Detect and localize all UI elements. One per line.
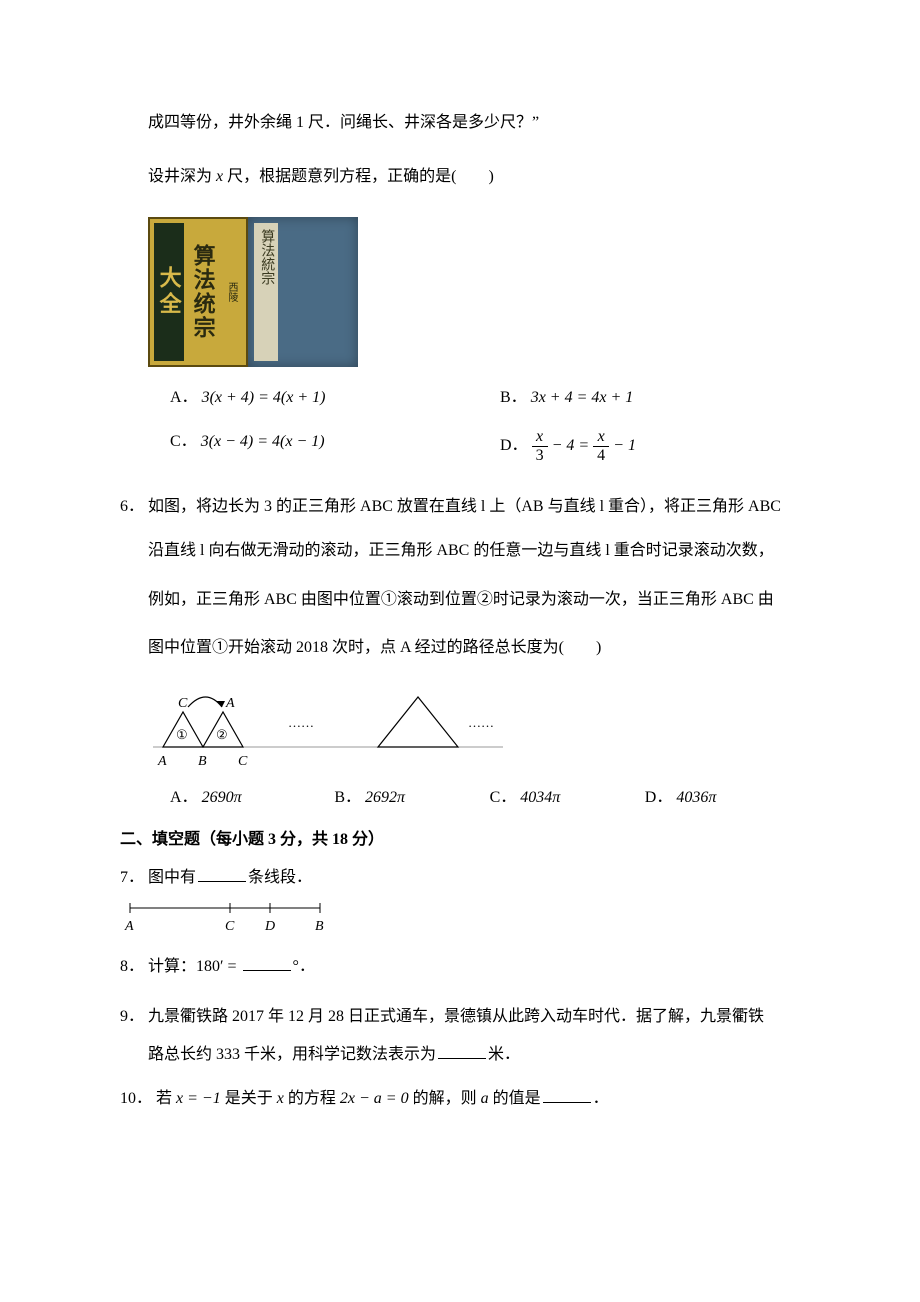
fig-label-B: B	[198, 754, 207, 769]
book-strip: 算法統宗	[254, 223, 278, 361]
book-left-cover: 大全 算法统宗 西陵	[148, 217, 248, 367]
fraction-1: x 3	[532, 429, 548, 464]
q8-text: 计算：180′ =	[148, 958, 237, 975]
q6-option-b: B． 2692π	[334, 785, 489, 811]
q10-var: x	[277, 1090, 284, 1107]
opt-val: 2690π	[202, 789, 242, 806]
q5-continuation-line1: 成四等份，井外余绳 1 尺．问绳长、井深各是多少尺？”	[120, 110, 800, 136]
q5-option-a: A． 3(x + 4) = 4(x + 1)	[120, 385, 500, 411]
q6-line2: 沿直线 l 向右做无滑动的滚动，正三角形 ABC 的任意一边与直线 l 重合时记…	[120, 532, 800, 570]
book-col1: 大全	[154, 223, 184, 361]
q8: 8．计算：180′ = °．	[120, 954, 800, 980]
q6-figure: C A A B C ① ② …… ……	[148, 677, 508, 777]
q9-line2: 路总长约 333 千米，用科学记数法表示为 米．	[120, 1042, 800, 1068]
q7-blank	[198, 866, 246, 881]
q6-options: A． 2690π B． 2692π C． 4034π D． 4036π	[120, 785, 800, 811]
q7-number: 7．	[120, 869, 148, 886]
fig-label-C-bottom: C	[238, 754, 248, 769]
opt-val: 4034π	[520, 789, 560, 806]
q9-number: 9．	[120, 1008, 148, 1025]
q5-option-c: C． 3(x − 4) = 4(x − 1)	[120, 429, 500, 464]
opt-label: B．	[334, 789, 361, 806]
opt-expr: 3(x − 4) = 4(x − 1)	[201, 433, 325, 450]
q6-option-d: D． 4036π	[645, 785, 800, 811]
opt-expr: 3(x + 4) = 4(x + 1)	[202, 389, 326, 406]
q5-book-image: 大全 算法统宗 西陵 算法統宗	[148, 217, 358, 367]
opt-val: 4036π	[676, 789, 716, 806]
q7-figure: A C D B	[120, 896, 340, 936]
q10-number: 10．	[120, 1090, 156, 1107]
q10-mid1: 是关于	[221, 1090, 277, 1107]
opt-mid: − 4 =	[552, 437, 594, 454]
q10-eq1: x = −1	[176, 1090, 221, 1107]
opt-val: 2692π	[365, 789, 405, 806]
q7-after: 条线段．	[248, 869, 312, 886]
opt-label: C．	[170, 433, 197, 450]
fig-pos1: ①	[176, 727, 188, 742]
q7-label-A: A	[124, 919, 134, 934]
q10-before: 若	[156, 1090, 176, 1107]
frac-den: 4	[593, 447, 609, 464]
frac-num: x	[532, 429, 548, 447]
q9-after: 米．	[488, 1046, 520, 1063]
q10-mid4: 的值是	[489, 1090, 541, 1107]
q6-line3: 例如，正三角形 ABC 由图中位置①滚动到位置②时记录为滚动一次，当正三角形 A…	[120, 581, 800, 619]
fig-label-A-top: A	[225, 696, 235, 711]
fig-dots-2: ……	[468, 715, 494, 730]
q9-blank	[438, 1044, 486, 1059]
q5-options-row2: C． 3(x − 4) = 4(x − 1) D． x 3 − 4 = x 4 …	[120, 429, 800, 464]
fig-label-C-top: C	[178, 696, 188, 711]
q7: 7．图中有 条线段．	[120, 865, 800, 891]
q5-line2-prefix: 设井深为	[148, 168, 216, 185]
fig-label-A: A	[157, 754, 167, 769]
opt-label: D．	[645, 789, 673, 806]
frac-den: 3	[532, 447, 548, 464]
q8-number: 8．	[120, 958, 148, 975]
section2-title: 二、填空题（每小题 3 分，共 18 分）	[120, 827, 800, 853]
opt-expr: 3x + 4 = 4x + 1	[531, 389, 634, 406]
q7-label-D: D	[264, 919, 275, 934]
q10-end: ．	[593, 1090, 609, 1107]
q10-mid3: 的解，则	[409, 1090, 481, 1107]
opt-label: B．	[500, 389, 527, 406]
q10-var2: a	[481, 1090, 489, 1107]
q5-option-d: D． x 3 − 4 = x 4 − 1	[500, 429, 636, 464]
q6-line4: 图中位置①开始滚动 2018 次时，点 A 经过的路径总长度为( )	[120, 629, 800, 667]
q6-option-c: C． 4034π	[490, 785, 645, 811]
q5-options-row1: A． 3(x + 4) = 4(x + 1) B． 3x + 4 = 4x + …	[120, 385, 800, 411]
q10-mid2: 的方程	[284, 1090, 340, 1107]
q5-continuation-line2: 设井深为 x 尺，根据题意列方程，正确的是( )	[120, 164, 800, 190]
q5-option-b: B． 3x + 4 = 4x + 1	[500, 385, 633, 411]
fig-dots-1: ……	[288, 715, 314, 730]
book-col3: 西陵	[220, 223, 242, 361]
frac-num: x	[593, 429, 609, 447]
opt-label: D．	[500, 437, 528, 454]
q5-line2-suffix: 尺，根据题意列方程，正确的是( )	[223, 168, 494, 185]
book-right-cover: 算法統宗	[248, 217, 358, 367]
q8-blank	[243, 956, 291, 971]
page-root: 成四等份，井外余绳 1 尺．问绳长、井深各是多少尺？” 设井深为 x 尺，根据题…	[0, 0, 920, 1177]
opt-label: C．	[490, 789, 517, 806]
q6-text1: 如图，将边长为 3 的正三角形 ABC 放置在直线 l 上（AB 与直线 l 重…	[148, 498, 781, 515]
q9-text1: 九景衢铁路 2017 年 12 月 28 日正式通车，景德镇从此跨入动车时代．据…	[148, 1008, 764, 1025]
q7-before: 图中有	[148, 869, 196, 886]
opt-label: A．	[170, 389, 198, 406]
fig-pos2: ②	[216, 727, 228, 742]
opt-end: − 1	[613, 437, 636, 454]
q7-label-B: B	[315, 919, 324, 934]
q6-option-a: A． 2690π	[120, 785, 334, 811]
opt-label: A．	[170, 789, 198, 806]
q10: 10．若 x = −1 是关于 x 的方程 2x − a = 0 的解，则 a …	[120, 1086, 800, 1112]
q7-label-C: C	[225, 919, 235, 934]
book-col2: 算法统宗	[188, 223, 218, 361]
q8-unit: °．	[293, 958, 315, 975]
q6-line1: 6．如图，将边长为 3 的正三角形 ABC 放置在直线 l 上（AB 与直线 l…	[120, 488, 800, 526]
q9-before: 路总长约 333 千米，用科学记数法表示为	[148, 1046, 436, 1063]
q9-line1: 9．九景衢铁路 2017 年 12 月 28 日正式通车，景德镇从此跨入动车时代…	[120, 998, 800, 1036]
q10-blank	[543, 1087, 591, 1102]
q6-number: 6．	[120, 498, 148, 515]
fraction-2: x 4	[593, 429, 609, 464]
q10-eq2: 2x − a = 0	[340, 1090, 409, 1107]
